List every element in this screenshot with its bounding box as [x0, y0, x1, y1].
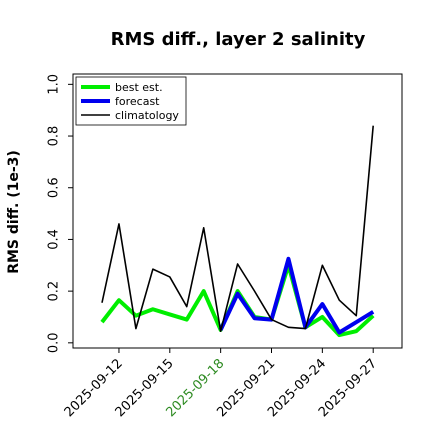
y-tick-label: 1.0	[47, 74, 62, 95]
y-tick-label: 0.6	[47, 177, 62, 198]
legend-label-3: climatology	[115, 109, 179, 122]
y-axis-label: RMS diff. (1e-3)	[6, 150, 22, 274]
y-tick-label: 0.0	[47, 332, 62, 353]
chart-title: RMS diff., layer 2 salinity	[111, 29, 366, 50]
plot-area-frame	[72, 73, 403, 349]
y-axis: 0.0 0.2 0.4 0.6 0.8 1.0	[47, 74, 73, 353]
series-layer	[100, 125, 375, 338]
y-tick-label: 0.2	[47, 281, 62, 302]
series-line-1	[100, 263, 375, 338]
legend-label-1: best est.	[115, 81, 163, 94]
legend-label-2: forecast	[115, 95, 160, 108]
y-tick-label: 0.8	[47, 126, 62, 147]
y-tick-label: 0.4	[47, 229, 62, 250]
x-axis: 2025-09-122025-09-152025-09-182025-09-21…	[62, 348, 380, 420]
series-line-3	[101, 125, 374, 332]
series-line-2	[218, 256, 375, 335]
